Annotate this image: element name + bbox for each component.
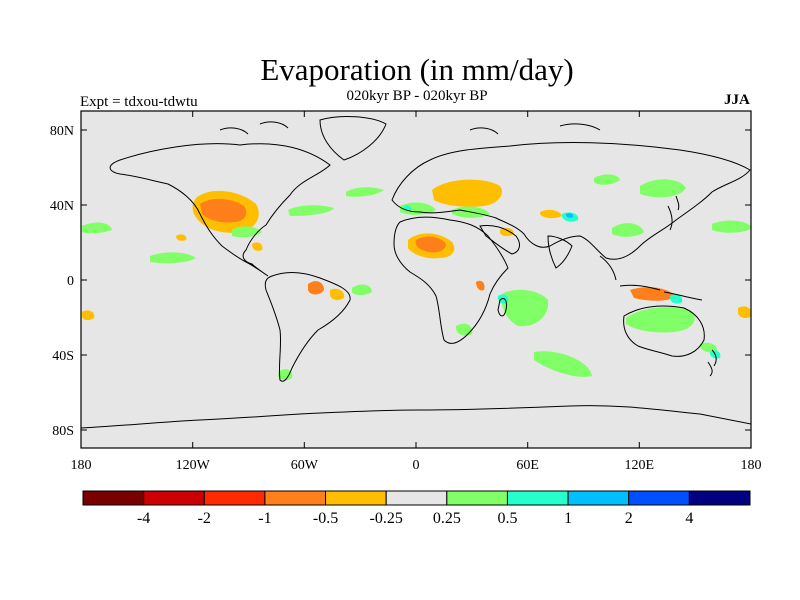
colorbar-label: -4 <box>137 510 150 527</box>
colorbar-label: 0.25 <box>433 510 461 527</box>
lat-tick-label: 0 <box>67 274 74 289</box>
colorbar-swatch <box>506 490 569 506</box>
anomaly-green-pacific-central <box>150 252 196 264</box>
anomaly-green-north-atlantic <box>288 205 334 216</box>
anomaly-orange-mexico <box>252 242 263 251</box>
coast-africa <box>393 216 509 344</box>
colorbar-swatch <box>143 490 205 506</box>
anomaly-orange-indonesia <box>630 287 676 301</box>
colorbar-label: -1 <box>258 510 271 527</box>
lon-tick-labels: 180 120W 60W 0 60E 120E 180 <box>71 458 762 473</box>
lon-tick-label: 180 <box>71 458 92 473</box>
anomaly-orange-europe <box>432 179 503 207</box>
lon-tick-label: 60W <box>291 458 319 473</box>
colorbar-swatch <box>446 490 508 506</box>
anomaly-orange-india <box>540 209 562 219</box>
anomaly-cyan-bay <box>566 213 574 218</box>
colorbar-swatch <box>628 490 690 506</box>
colorbar-swatch <box>82 490 145 506</box>
anomaly-orange-arabia <box>500 227 514 237</box>
anomaly-green-south-indian <box>534 351 592 377</box>
anomaly-darkorange-north-america <box>200 198 247 223</box>
anomaly-orange-brazil-east <box>330 288 345 301</box>
colorbar-swatch <box>688 490 751 506</box>
coast-greenland <box>319 116 387 161</box>
lat-tick-label: 40N <box>50 199 74 214</box>
anomaly-cyan-indonesia <box>670 294 683 304</box>
colorbar-label: 4 <box>685 510 693 527</box>
colorbar-swatch <box>203 490 266 506</box>
lat-tick-labels: 80N 40N 0 40S 80S <box>50 124 74 439</box>
anomaly-layer <box>82 174 751 381</box>
coast-north-america <box>109 143 331 277</box>
anomaly-orange-atlantic <box>176 234 187 241</box>
colorbar-label: 2 <box>625 510 633 527</box>
axis-ticks <box>80 111 752 448</box>
anomaly-orange-brazil <box>308 281 324 295</box>
lon-tick-label: 180 <box>741 458 762 473</box>
anomaly-green-pacific-ne <box>82 222 112 234</box>
anomaly-green-australia <box>626 307 695 333</box>
anomaly-darkorange-sahara <box>415 236 446 253</box>
anomaly-green-south-america <box>278 369 293 381</box>
experiment-label: Expt = tdxou-tdwtu <box>80 94 198 110</box>
anomaly-green-east-asia <box>612 223 644 237</box>
coast-arctic-islands <box>219 121 601 135</box>
map-title: Evaporation (in mm/day) <box>260 52 574 87</box>
colorbar-swatch <box>325 490 387 506</box>
coast-arabia-india <box>479 225 573 269</box>
lat-tick-label: 80N <box>50 124 74 139</box>
colorbar-labels: -4 -2 -1 -0.5 -0.25 0.25 0.5 1 2 4 <box>137 510 693 527</box>
anomaly-green-sa-east <box>352 284 372 295</box>
coast-madagascar <box>497 297 507 317</box>
anomaly-green-africa-south <box>456 323 473 336</box>
coast-japan <box>667 195 680 231</box>
coast-antarctica <box>81 405 751 429</box>
anomaly-green-atlantic-mid <box>346 187 384 197</box>
coastlines <box>81 116 751 429</box>
anomaly-green-arctic <box>594 174 620 185</box>
colorbar-swatch <box>264 490 327 506</box>
anomaly-orange-pacific-east <box>738 306 751 319</box>
lat-tick-label: 40S <box>52 349 74 364</box>
lon-tick-label: 60E <box>516 458 539 473</box>
lon-tick-label: 120W <box>176 458 211 473</box>
lon-tick-label: 0 <box>413 458 420 473</box>
colorbar <box>82 490 751 506</box>
lon-tick-label: 120E <box>625 458 655 473</box>
anomaly-orange-africa-east <box>476 280 485 291</box>
colorbar-label: -2 <box>198 510 211 527</box>
colorbar-swatch <box>385 490 448 506</box>
coast-new-zealand <box>707 349 717 377</box>
colorbar-label: 0.5 <box>497 510 517 527</box>
anomaly-green-pacific-west <box>712 220 751 233</box>
anomaly-green-indian-ocean <box>501 289 549 327</box>
coast-southeast-asia <box>599 255 703 301</box>
map-background <box>81 111 751 448</box>
anomaly-green-siberia <box>640 179 686 198</box>
colorbar-label: -0.25 <box>370 510 403 527</box>
anomaly-green-caribbean <box>232 226 262 238</box>
coast-europe-asia <box>391 142 751 260</box>
colorbar-label: 1 <box>564 510 572 527</box>
colorbar-swatch <box>567 490 630 506</box>
map-subtitle: 020kyr BP - 020kyr BP <box>346 88 488 104</box>
coast-south-america <box>264 271 351 382</box>
season-label: JJA <box>724 92 750 108</box>
colorbar-label: -0.5 <box>313 510 338 527</box>
lat-tick-label: 80S <box>52 424 74 439</box>
anomaly-orange-pacific-west <box>82 310 95 321</box>
coast-australia <box>623 305 705 357</box>
